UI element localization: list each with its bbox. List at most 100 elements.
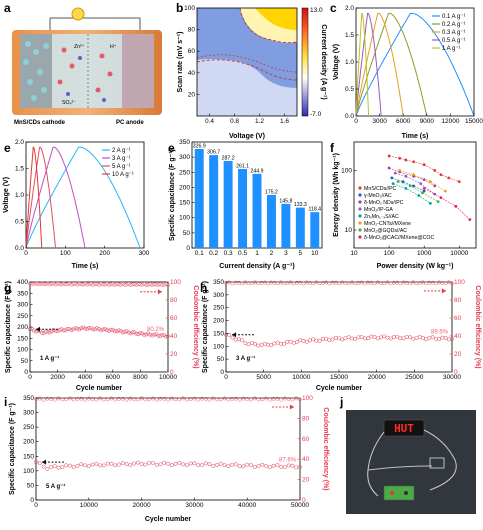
efficiency-point (57, 282, 62, 286)
battery-cell-icon: Zn²⁺ H⁺ SO₄²⁻ (12, 30, 162, 115)
capacitance-point (366, 336, 371, 341)
x-tick-label: 300 (139, 250, 150, 257)
ion-label-h: H⁺ (110, 44, 117, 50)
efficiency-point (226, 397, 231, 402)
f-xlabel: Power density (W kg⁻¹) (377, 263, 454, 270)
efficiency-point (99, 281, 103, 286)
gcd-curve (355, 12, 475, 117)
capacitance-point (100, 327, 105, 332)
efficiency-point (152, 282, 157, 287)
bar (266, 194, 276, 248)
f-axes: 10 100 1000 10000 10 100 (341, 167, 469, 257)
ragone-point (447, 176, 451, 180)
c-curves (355, 12, 475, 117)
legend-label: 3 A g⁻¹ (112, 156, 131, 162)
y-tick-label: 50 (217, 356, 225, 363)
legend-label: 0.2 A g⁻¹ (442, 22, 466, 28)
y-tick-label: 150 (179, 200, 190, 207)
ragone-line (424, 188, 471, 220)
capacitance-point (69, 328, 74, 333)
panel-d: e 0 100 200 300 0.0 0.5 1.0 1.5 2.0 2 A g⁻¹ 3 A g… (3, 139, 150, 270)
capacitance-point (269, 343, 274, 348)
y-tick-label: 300 (213, 292, 224, 299)
capacitance-point (256, 464, 261, 469)
capacitance-point (136, 332, 141, 337)
legend-label: 0.5 A g⁻¹ (442, 38, 466, 44)
legend-label: ZnₓMn₁₋ₓS//AC (364, 214, 399, 220)
y-tick-label: 100 (179, 215, 190, 222)
efficiency-point (35, 281, 40, 286)
efficiency-point (114, 282, 119, 286)
capacitance-point (79, 462, 84, 467)
efficiency-point (359, 280, 364, 285)
capacitance-point (138, 331, 143, 335)
efficiency-point (148, 282, 153, 287)
capacitance-point (81, 325, 86, 330)
ragone-point (454, 204, 458, 208)
efficiency-point (146, 282, 151, 287)
capacitance-point (118, 329, 123, 333)
capacitance-point (94, 461, 99, 466)
capacitance-point (87, 325, 92, 330)
condition-label: 1 A g⁻¹ (40, 355, 59, 362)
x-tick-label: 5000 (256, 374, 271, 381)
efficiency-point (184, 397, 189, 402)
capacitance-point (267, 465, 272, 470)
efficiency-point (71, 281, 76, 286)
e-ylabel: Specific capacitance (F g⁻¹) (169, 149, 176, 241)
x-tick-label: 0 (354, 118, 358, 125)
y-tick-label: 100 (17, 347, 28, 354)
efficiency-point (83, 281, 88, 286)
y-tick-label: 20 (188, 91, 196, 98)
legend-label: δ-MnO₂ NDs//PC (364, 200, 404, 206)
efficiency-point (104, 281, 109, 286)
g-y2label: Coulombic efficiency (%) (192, 285, 199, 368)
efficiency-point (97, 282, 101, 287)
ragone-point (390, 176, 394, 180)
d-xlabel: Time (s) (72, 263, 99, 270)
capacitance-point (314, 338, 319, 343)
capacitance-point (73, 326, 78, 330)
ragone-point (439, 173, 443, 177)
efficiency-point (102, 282, 107, 287)
ragone-point (436, 200, 440, 204)
efficiency-point (391, 280, 396, 285)
capacitance-point (79, 326, 84, 331)
capacitance-point (144, 332, 149, 337)
efficiency-point (117, 396, 121, 401)
y-tick-label: 0.5 (345, 86, 354, 93)
capacitance-point (93, 327, 98, 332)
capacitance-point (304, 339, 309, 344)
capacitance-point (211, 463, 216, 468)
capacitance-point (320, 337, 325, 341)
capacitance-point (45, 467, 50, 471)
efficiency-point (324, 280, 329, 285)
legend-label: 2 A g⁻¹ (112, 148, 131, 154)
efficiency-point (366, 280, 371, 285)
capacitance-point (60, 465, 65, 470)
panel-label-d: e (4, 141, 11, 155)
efficiency-point (252, 396, 257, 401)
capacitance-point (120, 460, 125, 465)
capacitance-point (226, 464, 231, 469)
efficiency-point (271, 396, 276, 401)
panel-i: i 87.6%5 A g⁻¹ 0 10000 20000 30000 40000 5000… (4, 395, 329, 523)
capacitance-point (51, 328, 56, 333)
x-tick-label: 3000 (372, 118, 387, 125)
bar-value-label: 306.7 (207, 150, 220, 156)
efficiency-point (395, 280, 400, 285)
heatmap-regions (196, 7, 298, 116)
panel-c: c 0 3000 6000 9000 12000 15000 0.0 0.5 1.0 1.5 2.0… (330, 1, 483, 140)
capacitance-point (37, 461, 42, 465)
efficiency-point (154, 397, 159, 402)
x-tick-label: 10000 (159, 374, 177, 381)
x-tick-label: 100 (384, 250, 395, 257)
capacitance-point (117, 462, 121, 467)
y-tick-label: 2.0 (345, 5, 354, 12)
y-tick-label: 100 (341, 167, 352, 174)
capacitance-point (45, 329, 50, 334)
efficiency-point (132, 397, 137, 402)
y-tick-label: 10 (345, 227, 353, 234)
capacitance-point (398, 336, 403, 341)
panel-f: f 10 100 1000 10000 10 100 MnS/CDs//PCγ-MnO₂/… (330, 141, 477, 270)
